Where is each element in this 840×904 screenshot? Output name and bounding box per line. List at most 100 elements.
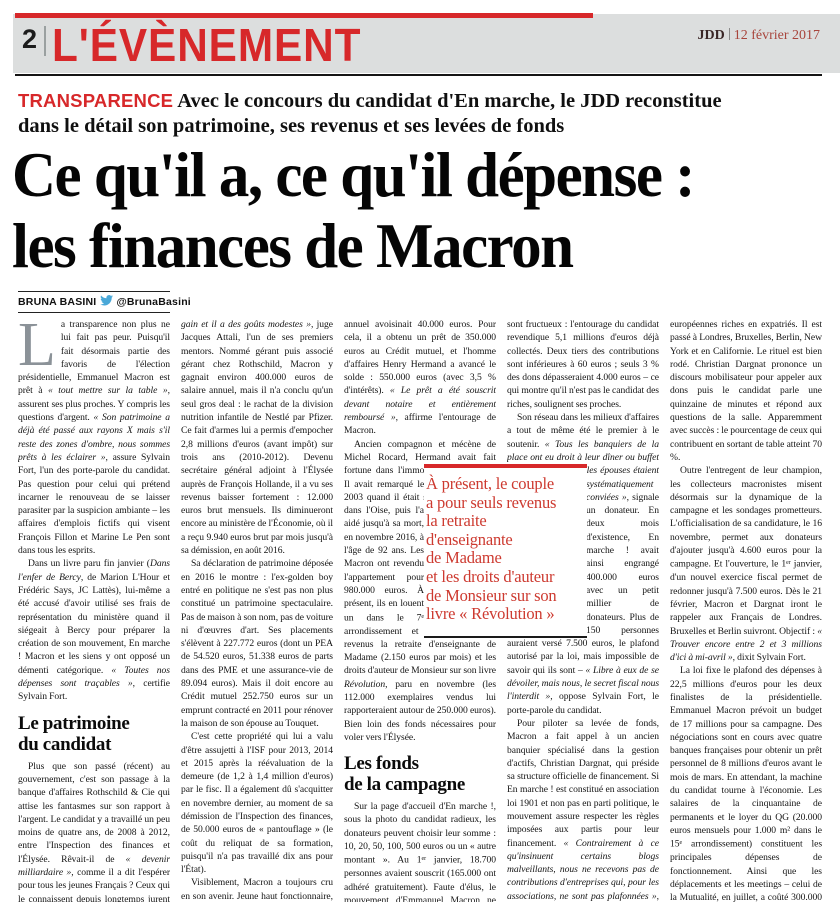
section-title: L'ÉVÈNEMENT (52, 19, 362, 71)
paragraph: Visiblement, Macron a toujours cru en so… (181, 876, 333, 902)
page-number: 2 (22, 24, 38, 54)
byline-author: BRUNA BASINI (18, 296, 97, 308)
paragraph: Outre l'entregent de leur champion, les … (670, 464, 822, 664)
paragraph: Dans un livre paru fin janvier (Dans l'e… (18, 557, 170, 703)
text-run: Ancien compagnon et mécène de Michel Roc… (344, 438, 496, 503)
headline: Ce qu'il a, ce qu'il dépense : les finan… (12, 141, 840, 282)
pullquote-line: a pour seuls revenus (426, 492, 557, 512)
byline-twitter-handle: @BrunaBasini (116, 296, 191, 308)
paragraph: annuel avoisinait 40.000 euros. Pour cel… (344, 318, 496, 438)
text-run: Visiblement, Macron a toujours cru en so… (181, 877, 333, 902)
headline-line2: les finances de Macron (12, 211, 574, 282)
pullquote-line: de Madame (426, 548, 502, 568)
text-run: janvier, d'un nouvel exercice fiscal per… (670, 559, 822, 637)
paragraph: européennes riches en expatriés. Il est … (670, 318, 822, 464)
issue-date: 12 février 2017 (733, 28, 820, 43)
text-run: « Son patrimoine a déjà été passé aux ra… (18, 412, 170, 463)
text-run: Plus que son passé (récent) au gouvernem… (18, 760, 170, 865)
text-run: annuel avoisinait 40.000 euros. Pour cel… (344, 319, 496, 397)
paragraph: Ancien compagnon et mécène de Michel Roc… (344, 438, 496, 745)
paragraph: C'est cette propriété qui lui a valu d'ê… (181, 730, 333, 876)
text-run: arrondissement) constituent les principa… (670, 838, 822, 902)
kicker-text-line2: dans le détail son patrimoine, ses reven… (18, 115, 565, 137)
text-run: Outre l'entregent de leur champion, les … (670, 465, 822, 571)
paragraph: Sur la page d'accueil d'En marche !, sou… (344, 800, 496, 902)
paragraph: Pour piloter sa levée de fonds, Macron a… (507, 717, 659, 902)
text-run: Son réseau dans les milieux d'affaires a… (507, 412, 659, 450)
subheading: Les fonds de la campagne (344, 753, 466, 796)
text-run: , paru en novembre (les 112.000 exemplai… (344, 678, 496, 743)
kicker-text-line1: Avec le concours du candidat d'En marche… (177, 90, 722, 112)
text-run: « Trouver encore entre 2 et 3 millions d… (670, 625, 822, 664)
text-run: européennes riches en expatriés. Il est … (670, 319, 822, 463)
text-run: Révolution (344, 678, 386, 690)
text-run: , certifie Sylvain Fort. (18, 678, 170, 703)
text-run: arrondissement et ont pour seuls revenus… (344, 625, 496, 677)
text-run: conviées » (586, 491, 627, 503)
text-run: , assurent ses plus proches. Y compris l… (18, 385, 170, 424)
article-column-2: gain et il a des goûts modestes », juge … (181, 318, 333, 902)
pullquote-line: de Monsieur sur son (426, 585, 557, 605)
text-run: « Le prêt a été souscrit devant notaire … (344, 385, 496, 424)
pull-quote: À présent, le couple a pour seuls revenus… (424, 464, 587, 638)
paragraph: La loi fixe le plafond des dépenses à 22… (670, 664, 822, 902)
text-run: er (786, 560, 791, 567)
text-run: , assure Sylvain Fort, l'un des porte-pa… (18, 451, 170, 557)
masthead-logo: JDD (697, 28, 725, 43)
text-run: « Toutes nos dépenses sont traçables » (18, 664, 170, 690)
drop-cap: L (18, 318, 56, 379)
text-run: Pour piloter sa levée de fonds, Macron a… (507, 717, 659, 849)
text-run: « devenir milliardaire » (18, 853, 170, 878)
text-run: sont fructueux : l'entourage du candidat… (507, 319, 659, 410)
byline-rule-top (18, 291, 170, 292)
text-run: , comme il a dit l'espérer pour tous les… (18, 866, 170, 902)
article-column-4: sont fructueux : l'entourage du candidat… (507, 318, 659, 902)
paragraph: sont fructueux : l'entourage du candidat… (507, 318, 659, 411)
headline-line1: Ce qu'il a, ce qu'il dépense : (12, 141, 695, 211)
text-run: , signale un donateur. En deux mois d'ex… (507, 491, 659, 676)
text-run: er (421, 856, 427, 863)
twitter-bird-icon (100, 295, 114, 309)
pullquote-line: d'enseignante (426, 529, 513, 549)
byline-rule-bottom (18, 312, 170, 313)
pullquote-line: À présent, le couple (426, 474, 554, 493)
text-run: C'est cette propriété qui lui a valu d'ê… (181, 731, 333, 876)
paragraph: Son réseau dans les milieux d'affaires a… (507, 411, 659, 717)
text-run: , oppose Sylvain Fort, le porte-parole d… (507, 691, 659, 716)
text-run: janvier, 18.700 personnes avaient souscr… (344, 855, 496, 902)
paragraph: gain et il a des goûts modestes », juge … (181, 318, 333, 557)
text-run: , dixit Sylvain Fort. (732, 652, 806, 664)
text-run: , précise Sylvain Fort. (656, 890, 659, 902)
header-black-rule (15, 74, 822, 76)
text-run: La loi fixe le plafond des dépenses à 22… (670, 665, 822, 850)
subheading: Le patrimoine du candidat (18, 712, 130, 755)
text-run: e (421, 613, 424, 620)
kicker: TRANSPARENCE Avec le concours du candida… (18, 88, 798, 139)
pullquote-line: et les droits d'auteur (426, 566, 555, 586)
section-header-band (13, 14, 840, 73)
article-column-3: annuel avoisinait 40.000 euros. Pour cel… (344, 318, 496, 902)
text-run: gain et il a des goûts modestes » (181, 319, 311, 330)
text-run: « tout mettre sur la table » (47, 385, 168, 397)
text-run: Dans un livre paru fin janvier ( (28, 558, 150, 570)
pullquote-line: livre « Révolution » (426, 604, 555, 624)
text-run: « Libre à eux de se dévoiler, mais nous,… (507, 664, 659, 703)
paragraph: Sa déclaration de patrimoine déposée en … (181, 557, 333, 730)
text-run: Sa déclaration de patrimoine déposée en … (181, 558, 333, 729)
masthead-divider (728, 28, 730, 40)
byline: BRUNA BASINI @BrunaBasini (18, 295, 318, 309)
article-column-5: européennes riches en expatriés. Il est … (670, 318, 822, 902)
text-run: , de Marion L'Hour et Frédéric Says, JC … (18, 571, 170, 676)
pullquote-line: la retraite (426, 511, 487, 531)
text-run: a transparence non plus ne lui fait pas … (18, 319, 170, 397)
text-run: , juge Jacques Attali, l'un de ses premi… (181, 319, 333, 557)
text-run: , affirme l'entourage de Macron. (344, 412, 496, 437)
text-run: « Contrairement à ce qu'insinuent certai… (507, 837, 659, 902)
text-run: Sur la page d'accueil d'En marche !, sou… (344, 801, 496, 867)
text-run: e (679, 840, 683, 847)
text-run: Dans l'enfer de Bercy (18, 558, 170, 583)
paragraph: Plus que son passé (récent) au gouvernem… (18, 760, 170, 902)
